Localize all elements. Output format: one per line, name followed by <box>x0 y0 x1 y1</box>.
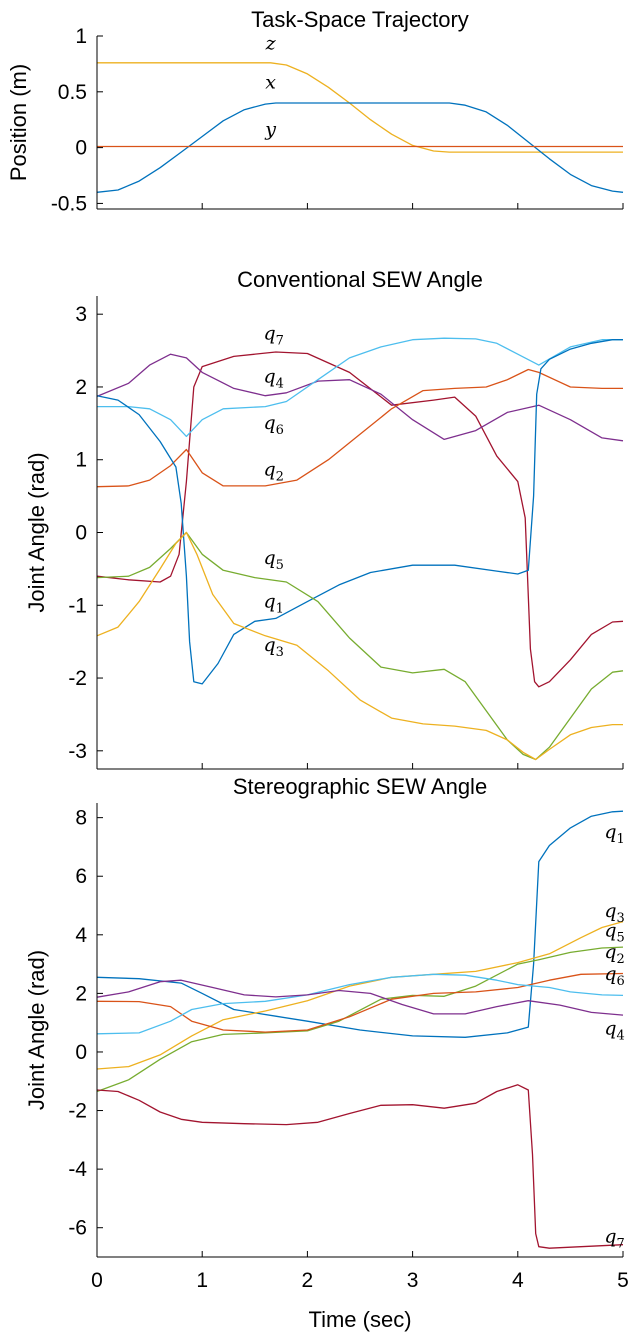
series-annotation: q7 <box>604 1225 624 1251</box>
y-tick-label: 0 <box>75 137 87 160</box>
y-tick-label: 1 <box>75 25 87 48</box>
series-annotation: x <box>265 71 276 93</box>
y-tick-label: 1 <box>75 449 87 472</box>
y-tick-label: 4 <box>75 924 87 947</box>
series-annotation: q4 <box>264 366 284 392</box>
y-tick-label: -2 <box>68 1100 87 1123</box>
series-line-x <box>96 102 624 193</box>
chart-title: Task-Space Trajectory <box>251 7 469 32</box>
series-line-z <box>97 62 623 153</box>
series-annotation: q3 <box>604 900 624 926</box>
series-line-q7 <box>96 351 624 688</box>
y-tick-label: -2 <box>68 667 87 690</box>
series-line-q4 <box>96 353 624 442</box>
chart-title: Conventional SEW Angle <box>237 267 483 292</box>
series-line-q2 <box>96 972 624 1033</box>
y-tick-label: 0.5 <box>58 81 87 104</box>
y-tick-label: 3 <box>75 303 87 326</box>
series-annotation: q6 <box>264 412 284 438</box>
x-tick-label: 4 <box>512 1269 524 1292</box>
y-tick-label: -6 <box>68 1217 87 1240</box>
series-annotation: z <box>265 32 277 54</box>
x-tick-label: 3 <box>407 1269 419 1292</box>
conventional-sew-panel: 3 2 1 0 -1 -2 -3 Conventional SEW Angle Joint An… <box>24 267 624 770</box>
series-line-q7 <box>96 1084 624 1249</box>
series-line-q1 <box>96 810 624 1038</box>
series-line-q3 <box>96 920 624 1070</box>
x-tick-label: 5 <box>617 1269 629 1292</box>
series-annotation: y <box>264 118 276 140</box>
series-annotation: q5 <box>604 919 624 945</box>
task-space-panel: 1 0.5 0 -0.5 Task-Space Trajectory Position (… <box>6 7 624 215</box>
x-axis-label: Time (sec) <box>308 1307 411 1332</box>
y-axis-label: Joint Angle (rad) <box>24 950 49 1110</box>
series-line-q2 <box>96 368 623 488</box>
y-tick-label: -0.5 <box>51 192 87 215</box>
y-tick-label: 0 <box>75 1041 87 1064</box>
series-annotation: q7 <box>264 323 284 349</box>
y-tick-label: 2 <box>75 982 87 1005</box>
x-tick-label: 1 <box>196 1269 208 1292</box>
y-tick-label: -3 <box>68 740 87 763</box>
series-annotation: q6 <box>604 963 624 989</box>
y-tick-label: 0 <box>75 522 87 545</box>
series-annotation: q1 <box>264 590 284 616</box>
y-tick-label: -4 <box>68 1158 87 1181</box>
series-annotation: q5 <box>264 547 284 573</box>
series-annotation: q1 <box>604 821 624 847</box>
y-tick-label: 6 <box>75 865 87 888</box>
series-annotation: q3 <box>264 634 284 660</box>
series-annotation: q2 <box>604 941 624 967</box>
y-axis-label: Position (m) <box>6 64 31 181</box>
stereographic-sew-panel: 8 6 4 2 0 -2 -4 -6 0 1 2 3 4 5 Stereographic SEW Angle… <box>24 774 629 1332</box>
series-line-q6 <box>96 973 624 1035</box>
y-axis-label: Joint Angle (rad) <box>24 452 49 612</box>
x-tick-label: 0 <box>91 1269 103 1292</box>
y-tick-label: 8 <box>75 807 87 830</box>
series-line-q6 <box>97 337 623 438</box>
series-annotation: q4 <box>604 1017 624 1043</box>
series-line-q4 <box>96 979 624 1016</box>
chart-title: Stereographic SEW Angle <box>233 774 487 799</box>
y-tick-label: 2 <box>75 376 87 399</box>
series-line-q1 <box>96 339 623 685</box>
x-tick-label: 2 <box>302 1269 314 1292</box>
y-tick-label: -1 <box>68 594 87 617</box>
series-line-q3 <box>96 531 623 761</box>
series-line-q5 <box>96 946 624 1093</box>
series-line-q5 <box>96 531 624 761</box>
series-annotation: q2 <box>264 459 284 485</box>
